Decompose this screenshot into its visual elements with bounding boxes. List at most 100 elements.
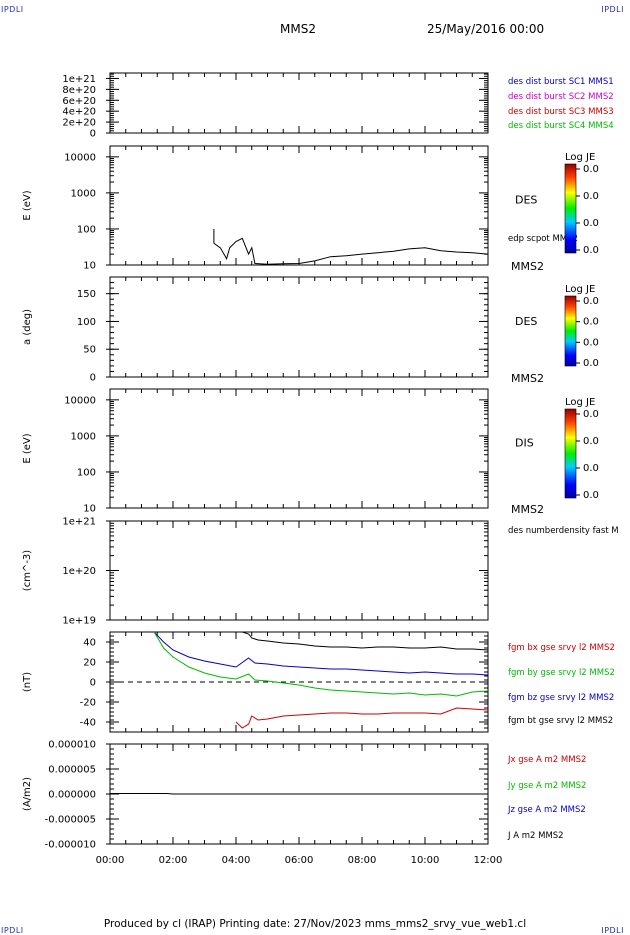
y-tick-label: 8e+20 bbox=[62, 85, 96, 96]
y-tick-label: 0 bbox=[90, 373, 96, 384]
y-axis-label: E (eV) bbox=[22, 433, 33, 463]
colorbar-label: 0.0 bbox=[583, 358, 599, 369]
panel-frame-density bbox=[109, 520, 489, 621]
y-tick-label: 4e+20 bbox=[62, 107, 96, 118]
series-edp-scpot-mms2 bbox=[213, 229, 489, 265]
y-tick-label: 0.000005 bbox=[48, 765, 96, 776]
colorbar-label: 0.0 bbox=[583, 436, 599, 447]
series-fgm-bt-gse-srvy-l2-mms2 bbox=[236, 631, 489, 651]
colorbar-title: Log JE bbox=[565, 284, 595, 295]
colorbar-label: 0.0 bbox=[583, 245, 599, 256]
colorbar-label: 0.0 bbox=[583, 463, 599, 474]
colorbar-label: 0.0 bbox=[583, 337, 599, 348]
corner-tag-top-left: IPDLI bbox=[1, 5, 24, 14]
y-tick-label: 100 bbox=[77, 224, 96, 235]
colorbar-label: 0.0 bbox=[583, 409, 599, 420]
legend-jy-gse-a-m2-mms2: Jy gse A m2 MMS2 bbox=[507, 781, 586, 791]
legend-jz-gse-a-m2-mms2: Jz gse A m2 MMS2 bbox=[507, 805, 586, 815]
y-tick-label: 150 bbox=[77, 289, 96, 300]
colorbar-label: 0.0 bbox=[583, 317, 599, 328]
colorbar-title: Log JE bbox=[565, 152, 595, 163]
y-tick-label: 1000 bbox=[71, 188, 96, 199]
legend-des-numberdensity-fast-m: des numberdensity fast M bbox=[508, 526, 619, 536]
species-label: DIS bbox=[515, 437, 534, 450]
species-label: DES bbox=[515, 194, 537, 207]
y-axis-label: E (eV) bbox=[22, 190, 33, 220]
legend-fgm-bt-gse-srvy-l2-mms2: fgm bt gse srvy l2 MMS2 bbox=[508, 716, 613, 726]
colorbar-label: 0.0 bbox=[583, 218, 599, 229]
y-tick-label: 1000 bbox=[71, 431, 96, 442]
series-fgm-by-gse-srvy-l2-mms2 bbox=[153, 631, 489, 697]
y-tick-label: 1e+19 bbox=[62, 616, 96, 627]
colorbar-label: 0.0 bbox=[583, 490, 599, 501]
colorbar-label: 0.0 bbox=[583, 296, 599, 307]
y-tick-label: 0 bbox=[90, 129, 96, 140]
y-tick-label: 10000 bbox=[64, 152, 96, 163]
y-tick-label: 100 bbox=[77, 467, 96, 478]
legend-jx-gse-a-m2-mms2: Jx gse A m2 MMS2 bbox=[507, 755, 586, 765]
y-tick-label: 0 bbox=[90, 678, 96, 689]
corner-tag-bottom-left: IPDLI bbox=[1, 926, 24, 935]
spacecraft-title: MMS2 bbox=[280, 22, 316, 36]
y-axis-label: (A/m2) bbox=[22, 777, 33, 811]
corner-tag-top-right: IPDLI bbox=[601, 5, 624, 14]
y-tick-label: 1e+21 bbox=[62, 517, 96, 528]
y-tick-label: 20 bbox=[83, 658, 96, 669]
y-tick-label: -40 bbox=[80, 718, 96, 729]
legend-des-dist-burst-sc4-mms4: des dist burst SC4 MMS4 bbox=[508, 121, 614, 131]
series-j-a-m2-mms2 bbox=[110, 793, 488, 795]
overlay-label: edp scpot MMS2 bbox=[508, 234, 578, 244]
legend-des-dist-burst-sc2-mms2: des dist burst SC2 MMS2 bbox=[508, 92, 614, 102]
y-tick-label: -20 bbox=[80, 698, 96, 709]
y-tick-label: 50 bbox=[83, 345, 96, 356]
x-tick-label: 12:00 bbox=[474, 855, 503, 866]
x-tick-label: 04:00 bbox=[222, 855, 251, 866]
y-tick-label: -0.000010 bbox=[45, 840, 96, 851]
y-axis-label: (cm^-3) bbox=[22, 550, 33, 591]
corner-tag-bottom-right: IPDLI bbox=[601, 926, 624, 935]
x-tick-label: 06:00 bbox=[285, 855, 314, 866]
y-tick-label: 0.000000 bbox=[48, 790, 96, 801]
footer-text: Produced by cl (IRAP) Printing date: 27/… bbox=[103, 918, 527, 930]
x-tick-label: 10:00 bbox=[411, 855, 440, 866]
x-tick-label: 00:00 bbox=[96, 855, 125, 866]
colorbar bbox=[564, 295, 577, 367]
y-tick-label: 40 bbox=[83, 638, 96, 649]
spacecraft-label: MMS2 bbox=[511, 260, 544, 273]
date-title: 25/May/2016 00:00 bbox=[427, 22, 545, 36]
colorbar-label: 0.0 bbox=[583, 164, 599, 175]
y-axis-label: a (deg) bbox=[22, 309, 33, 345]
series-fgm-bz-gse-srvy-l2-mms2 bbox=[153, 631, 489, 676]
y-tick-label: 0.000010 bbox=[48, 740, 96, 751]
species-label: DES bbox=[515, 315, 537, 328]
y-tick-label: 1e+21 bbox=[62, 74, 96, 85]
y-tick-label: 10 bbox=[83, 261, 96, 272]
y-tick-label: 10 bbox=[83, 504, 96, 515]
legend-fgm-bx-gse-srvy-l2-mms2: fgm bx gse srvy l2 MMS2 bbox=[508, 643, 615, 653]
colorbar-label: 0.0 bbox=[583, 191, 599, 202]
panel-frame-des-pitch bbox=[109, 276, 489, 378]
colorbar bbox=[564, 408, 577, 499]
spacecraft-label: MMS2 bbox=[511, 372, 544, 385]
y-tick-label: 10000 bbox=[64, 395, 96, 406]
colorbar-title: Log JE bbox=[565, 397, 595, 408]
panel-frame-distribution bbox=[109, 72, 489, 134]
panel-frame-des-energy bbox=[109, 145, 489, 266]
y-axis-label: (nT) bbox=[22, 672, 33, 692]
y-tick-label: 1e+20 bbox=[62, 566, 96, 577]
y-tick-label: 6e+20 bbox=[62, 96, 96, 107]
y-tick-label: 2e+20 bbox=[62, 118, 96, 129]
legend-des-dist-burst-sc1-mms1: des dist burst SC1 MMS1 bbox=[508, 77, 614, 87]
series-fgm-bx-gse-srvy-l2-mms2 bbox=[235, 707, 489, 729]
legend-fgm-by-gse-srvy-l2-mms2: fgm by gse srvy l2 MMS2 bbox=[508, 668, 615, 678]
legend-j-a-m2-mms2: J A m2 MMS2 bbox=[507, 831, 564, 841]
y-tick-label: -0.000005 bbox=[45, 815, 96, 826]
x-tick-label: 08:00 bbox=[348, 855, 377, 866]
legend-fgm-bz-gse-srvy-l2-mms2: fgm bz gse srvy l2 MMS2 bbox=[508, 693, 614, 703]
x-tick-label: 02:00 bbox=[159, 855, 188, 866]
colorbar bbox=[564, 163, 577, 254]
spacecraft-label: MMS2 bbox=[511, 503, 544, 516]
legend-des-dist-burst-sc3-mms3: des dist burst SC3 MMS3 bbox=[508, 107, 614, 117]
panel-frame-dis-energy bbox=[109, 388, 489, 509]
